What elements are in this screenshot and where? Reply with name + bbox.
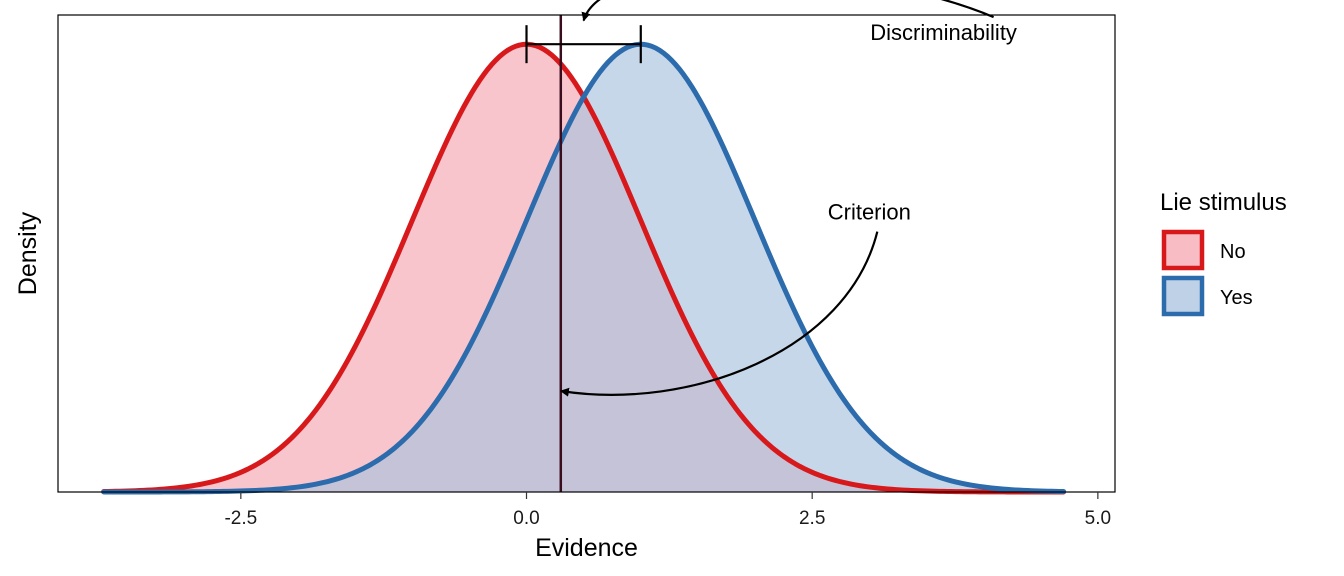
y-axis-title: Density <box>14 211 42 295</box>
legend: Lie stimulus No Yes <box>1160 189 1287 317</box>
legend-label-no: No <box>1220 241 1246 263</box>
legend-key-yes <box>1161 275 1205 317</box>
panel-border <box>57 14 1116 493</box>
x-tick-label: -2.5 <box>224 508 257 529</box>
discriminability-bracket <box>525 25 642 64</box>
annotation-arrow-discriminability <box>581 0 995 22</box>
x-tick-label: 5.0 <box>1085 508 1111 529</box>
x-tick-label: 0.0 <box>513 508 539 529</box>
x-axis-title: Evidence <box>535 534 638 562</box>
annotation-criterion: Criterion <box>828 199 911 224</box>
legend-key-no <box>1161 229 1205 271</box>
plot-area: Discriminability Criterion <box>57 0 1116 495</box>
density-line-yes <box>101 41 1067 495</box>
x-axis: -2.5 0.0 2.5 5.0 <box>224 492 1111 529</box>
x-tick-label: 2.5 <box>799 508 825 529</box>
density-fill-yes <box>103 44 1064 493</box>
legend-title: Lie stimulus <box>1160 189 1287 216</box>
annotation-discriminability: Discriminability <box>870 20 1017 45</box>
legend-label-yes: Yes <box>1220 287 1253 309</box>
annotation-arrow-criterion <box>559 231 879 397</box>
